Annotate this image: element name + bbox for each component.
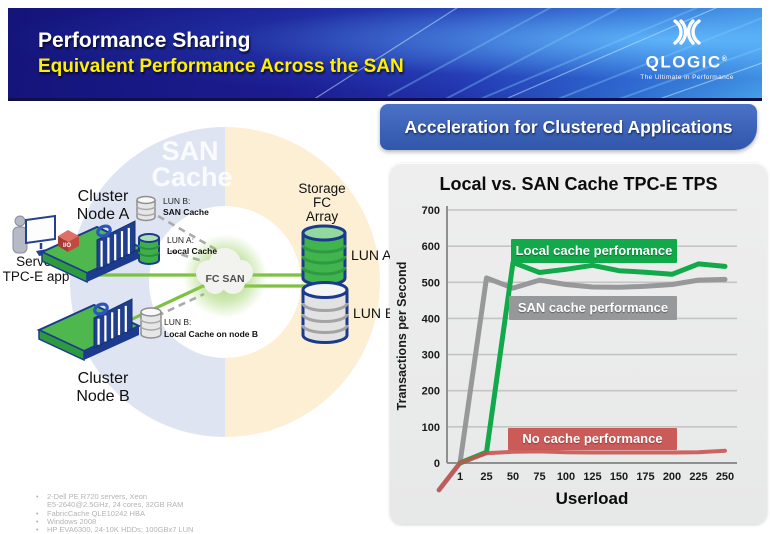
- y-tick-label: 400: [422, 313, 440, 325]
- slide-title: Performance Sharing: [38, 29, 251, 52]
- node-a-label-2: Node A: [77, 206, 130, 223]
- local-cache-b-label-1: LUN B:: [164, 317, 191, 327]
- header-streaks: [314, 8, 762, 98]
- slide-subtitle: Equivalent Performance Across the SAN: [38, 56, 404, 77]
- ring-label-san: SAN: [161, 136, 218, 166]
- x-tick-label: 225: [689, 471, 707, 483]
- ring-label-cache: Cache: [151, 162, 232, 192]
- footnote-text: HP EVA6300, 24-10K HDDs; 100GBx7 LUN: [47, 525, 194, 534]
- footnote-bullet: •: [36, 508, 39, 518]
- node-b-label-2: Node B: [76, 388, 129, 405]
- x-tick-label: 50: [507, 471, 519, 483]
- footnote-bullet: •: [36, 516, 39, 526]
- section-banner-label: Acceleration for Clustered Applications: [404, 116, 733, 137]
- x-tick-label: 250: [716, 471, 734, 483]
- cloud-label: FC SAN: [205, 273, 244, 285]
- tps-chart-plot: Transactions per Second Userload 0 100 200…: [395, 205, 737, 508]
- footnote-line: E5-2640@2.5GHz, 24 cores, 32GB RAM: [36, 500, 366, 510]
- y-axis-title: Transactions per Second: [395, 262, 409, 411]
- legend-san-cache: SAN cache performance: [509, 296, 677, 320]
- x-tick-label: 125: [583, 471, 601, 483]
- footnote-line: • FabricCache QLE10242 HBA: [36, 508, 366, 518]
- qlogic-logo: QLOGIC® The Ultimate in Performance: [628, 18, 746, 81]
- footnote-text: 2-Dell PE R720 servers, Xeon: [47, 492, 148, 501]
- y-tick-label: 600: [422, 241, 440, 253]
- lun-b-cylinder: [301, 281, 349, 344]
- san-cache-ring-right: [225, 127, 380, 437]
- x-tick-label: 175: [636, 471, 654, 483]
- local-cache-b-cylinder: [140, 307, 162, 339]
- qlogic-tagline: The Ultimate in Performance: [640, 73, 734, 81]
- legend-local-cache: Local cache performance: [511, 239, 677, 263]
- storage-label-1: Storage: [298, 181, 345, 196]
- y-tick-label: 300: [422, 350, 440, 362]
- io-cube: I/O: [58, 230, 79, 252]
- node-a-label-1: Cluster: [78, 188, 129, 205]
- x-axis-title: Userload: [556, 489, 629, 508]
- san-cache-ring-left: [70, 127, 225, 437]
- chart-panel: Local vs. SAN Cache TPC-E TPS Transactio…: [390, 163, 767, 524]
- y-tick-label: 200: [422, 386, 440, 398]
- footnote-bullet: •: [36, 525, 39, 534]
- local-cache-a-label-1: LUN A:: [167, 235, 194, 245]
- qlogic-wordmark: QLOGIC®: [645, 52, 729, 72]
- chart-title: Local vs. SAN Cache TPC-E TPS: [439, 174, 718, 194]
- series-line-no-cache-performance: [437, 448, 727, 492]
- cluster-node-b-graphic: [36, 298, 142, 362]
- series-line-local-cache-performance: [457, 259, 728, 466]
- x-tick-label: 200: [663, 471, 681, 483]
- section-banner: Acceleration for Clustered Applications: [380, 104, 757, 150]
- y-tick-label: 100: [422, 422, 440, 434]
- y-tick-label: 700: [422, 205, 440, 217]
- x-tick-label: 1: [457, 471, 463, 483]
- lun-a-cylinder: [301, 224, 347, 287]
- legend-no-cache: No cache performance: [508, 428, 677, 450]
- local-cache-a-label-2: Local Cache: [167, 246, 217, 256]
- y-tick-label: 500: [422, 277, 440, 289]
- x-tick-label: 25: [480, 471, 492, 483]
- footnote-line: • HP EVA6300, 24-10K HDDs; 100GBx7 LUN: [36, 525, 366, 534]
- x-tick-label: 150: [610, 471, 628, 483]
- footnote-bullet: •: [36, 492, 39, 501]
- san-cache-label-1: LUN B:: [163, 196, 190, 206]
- header-banner: Performance Sharing Equivalent Performan…: [8, 8, 762, 101]
- storage-label-2: FC: [313, 195, 331, 210]
- cluster-node-a-graphic: I/O: [39, 220, 145, 284]
- storage-label-3: Array: [306, 209, 339, 224]
- server-label-2: TPC-E app: [3, 269, 70, 284]
- io-badge-label: I/O: [63, 243, 71, 249]
- y-tick-label: 0: [434, 458, 440, 470]
- footnote-text: FabricCache QLE10242 HBA: [47, 508, 145, 518]
- footnote-text: E5-2640@2.5GHz, 24 cores, 32GB RAM: [47, 500, 184, 510]
- san-diagram: SAN Cache FC SAN: [3, 127, 390, 437]
- node-b-label-1: Cluster: [78, 370, 129, 387]
- lun-b-label: LUN B: [353, 305, 390, 321]
- local-cache-a-cylinder: [138, 233, 160, 265]
- qlogic-logo-icon: [673, 19, 701, 45]
- san-cache-cylinder: [136, 195, 156, 222]
- lun-a-label: LUN A: [351, 247, 390, 263]
- footnote-line: • Windows 2008: [36, 516, 366, 526]
- footnote-line: • 2-Dell PE R720 servers, Xeon: [36, 492, 366, 501]
- san-cache-label-2: SAN Cache: [163, 207, 209, 217]
- x-tick-label: 100: [557, 471, 575, 483]
- series-line-san-cache-performance: [436, 275, 728, 493]
- footnote-text: Windows 2008: [47, 516, 97, 526]
- fc-san-cloud: [196, 248, 253, 294]
- local-cache-b-label-2: Local Cache on node B: [164, 329, 258, 339]
- x-tick-label: 75: [533, 471, 545, 483]
- config-footnotes: • 2-Dell PE R720 servers, Xeon E5-2640@2…: [36, 492, 366, 534]
